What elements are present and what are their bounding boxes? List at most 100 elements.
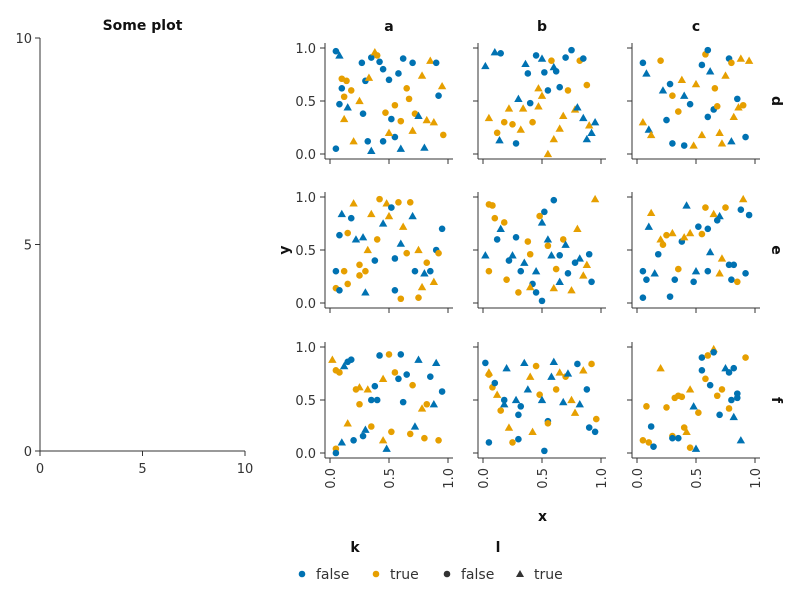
facet-row-label: f [768,397,784,404]
data-point-triangle [567,395,576,404]
data-point-circle [395,199,402,206]
data-point-circle [376,58,383,66]
data-point-circle [512,233,520,241]
data-point-circle [379,137,387,145]
data-point-circle [669,140,676,147]
data-point-circle [406,430,414,438]
data-point-triangle [691,79,701,88]
data-point-circle [742,270,749,277]
data-point-circle [728,59,735,67]
data-point-circle [371,257,379,264]
data-point-circle [722,204,729,211]
y-axis-title: y [277,245,293,254]
legend-entry-label: false [316,567,349,583]
data-point-triangle [709,209,718,218]
data-point-triangle [638,118,648,126]
data-point-circle [704,46,712,54]
data-point-triangle [549,134,558,143]
data-point-circle [340,267,348,275]
data-point-circle [423,259,431,267]
data-point-circle [403,84,411,92]
data-point-circle [532,362,540,370]
data-point-triangle [736,436,746,444]
data-point-circle [730,364,738,372]
data-point-circle [512,140,520,147]
facet-column-label: a [384,19,393,35]
data-point-circle [350,436,357,444]
data-point-triangle [705,67,715,75]
data-point-circle [332,449,340,457]
data-point-triangle [420,269,429,277]
data-point-triangle [339,114,349,123]
facet-y-tick-label: 0.5 [295,95,316,110]
data-point-circle [526,99,534,107]
data-point-circle [344,229,352,237]
data-point-triangle [355,96,364,105]
facet-x-tick-label: 1.0 [595,468,610,489]
data-point-triangle [429,277,439,285]
data-point-circle [654,250,662,258]
data-point-circle [405,95,413,103]
data-point-triangle [534,102,543,110]
data-point-circle [592,415,600,423]
data-point-circle [639,436,647,444]
data-point-circle [336,100,343,108]
data-point-circle [397,117,405,125]
data-point-triangle [496,224,505,232]
facet-y-tick-label: 1.0 [295,341,316,356]
data-point-circle [583,81,591,89]
facet-y-tick-label: 0.5 [295,394,316,409]
data-point-triangle [349,137,358,145]
data-point-circle [556,252,563,259]
data-point-triangle [363,385,372,393]
data-point-circle [713,103,721,110]
data-point-circle [336,231,343,239]
data-point-triangle [547,372,556,380]
data-point-triangle [361,425,370,433]
data-point-triangle [644,125,653,133]
data-point-circle [728,276,735,283]
data-point-triangle [680,91,689,99]
data-point-circle [657,57,664,65]
data-point-triangle [721,71,730,79]
data-point-circle [583,386,591,393]
data-point-circle [379,65,387,73]
data-point-triangle [579,271,588,279]
data-point-circle [564,270,572,277]
data-point-circle [669,434,676,442]
data-point-triangle [685,228,695,237]
data-point-circle [730,261,738,269]
data-point-triangle [361,288,370,296]
data-point-triangle [656,235,665,243]
data-point-circle [409,381,416,389]
data-point-circle [347,87,355,94]
data-point-circle [585,424,593,431]
data-point-circle [574,360,581,368]
data-point-circle [544,87,552,94]
data-point-circle [439,131,447,139]
legend-marker-circle [372,570,380,578]
data-point-circle [356,272,363,279]
facet-y-tick-label: 0.5 [295,244,316,259]
data-point-triangle [410,422,420,430]
facet-x-tick-label: 1.0 [749,468,764,489]
facet-row-label: e [768,245,784,255]
data-point-circle [482,359,489,367]
data-point-circle [663,404,670,411]
data-point-triangle [511,395,521,404]
data-point-circle [695,409,702,417]
data-point-triangle [384,211,394,220]
data-point-circle [359,432,367,440]
data-point-circle [702,375,709,383]
facet-column-label: c [692,19,700,35]
data-point-triangle [555,368,564,376]
data-point-triangle [490,48,499,56]
data-point-circle [347,214,355,222]
data-point-triangle [328,355,337,363]
data-point-circle [368,54,375,61]
data-point-triangle [396,239,405,247]
left-y-tick-label: 0 [24,445,32,460]
data-point-circle [675,392,682,400]
data-point-triangle [520,358,529,367]
data-point-triangle [715,211,724,220]
